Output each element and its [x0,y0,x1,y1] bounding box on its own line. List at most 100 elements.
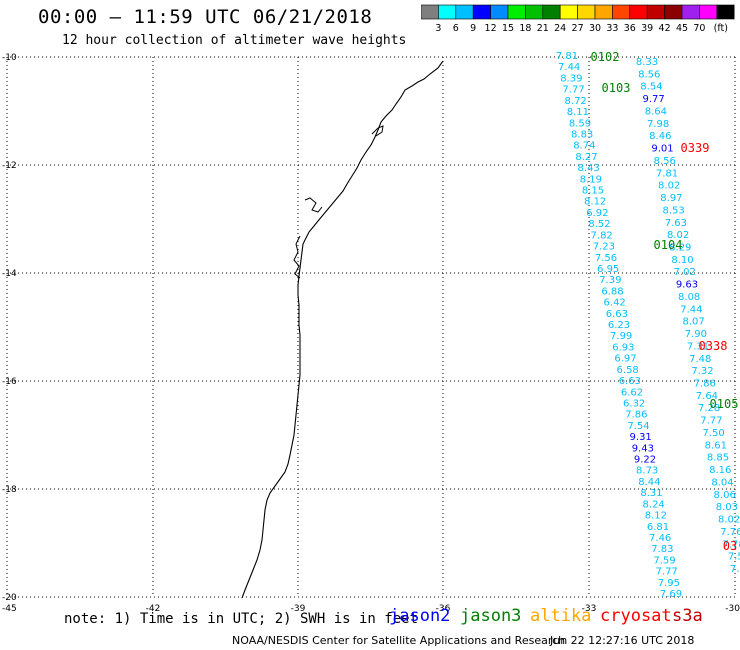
pass-label: 0104 [654,238,683,252]
wave-height-value: 6.63 [619,376,641,387]
lat-label: -20 [2,593,17,603]
wave-height-value: 7.78 [722,539,740,550]
wave-height-value: 7.95 [658,578,680,589]
scale-label: 27 [572,23,584,34]
wave-height-value: 7.54 [627,421,649,432]
credit-text: NOAA/NESDIS Center for Satellite Applica… [232,634,566,647]
wave-height-value: 6.32 [623,398,645,409]
wave-height-value: 7.28 [698,403,720,414]
wave-height-value: 7.50 [702,428,724,439]
wave-height-value: 7.90 [685,329,707,340]
scale-label: (ft) [714,23,728,34]
scale-label: 15 [502,23,514,34]
wave-height-value: 7.44 [558,62,580,73]
wave-height-value: 6.58 [617,365,639,376]
coastline-detail [293,125,384,279]
scale-label: 42 [659,23,671,34]
satellite-s3a: s3a [672,606,703,626]
pass-label: 0102 [591,50,620,64]
wave-height-value: 8.19 [580,174,602,185]
wave-height-value: 8.59 [569,118,591,129]
wave-height-value: 7.63 [665,218,687,229]
scale-label: 9 [470,23,476,34]
wave-height-value: 8.44 [638,477,660,488]
altimeter-tracks: 7.817.448.397.778.728.118.598.838.748.27… [556,50,740,600]
wave-height-value: 8.39 [560,73,582,84]
lat-label: -18 [2,485,17,495]
wave-height-value: 8.46 [649,131,671,142]
wave-height-value: 6.42 [604,298,626,309]
lon-label: -45 [2,604,17,614]
wave-height-value: 7.02 [674,267,696,278]
pass-label: 0338 [699,339,728,353]
satellite-jason2: jason2 [389,606,451,626]
wave-height-value: 8.10 [671,255,693,266]
wave-height-value: 7.81 [656,168,678,179]
map-title: 00:00 – 11:59 UTC 06/21/2018 [38,6,373,28]
wave-height-value: 7.98 [647,119,669,130]
pass-label: 03 [723,539,737,553]
wave-height-value: 7.59 [653,555,675,566]
wave-height-value: 8.02 [658,181,680,192]
wave-height-value: 8.16 [709,465,731,476]
wave-height-value: 7.23 [593,242,615,253]
lat-label: -10 [2,53,17,63]
satellite-jason3: jason3 [460,606,522,626]
lat-label: -12 [2,161,17,171]
wave-height-value: 6.88 [601,286,623,297]
wave-height-value: 8.12 [645,511,667,522]
wave-height-value: 8.53 [663,205,685,216]
wave-height-value: 6.93 [612,342,634,353]
lat-label: -16 [2,377,17,387]
scale-label: 39 [641,23,653,34]
wave-height-value: 9.77 [643,94,665,105]
wave-height-value: 8.61 [705,440,727,451]
pass-label: 0339 [681,141,710,155]
lon-label: -39 [291,604,306,614]
wave-height-value: 8.54 [640,82,662,93]
scale-label: 33 [606,23,618,34]
wave-height-value: 8.24 [643,499,665,510]
satellite-cryosat: cryosat [600,606,672,626]
wave-height-value: 8.33 [636,57,658,68]
scale-label: 21 [537,23,549,34]
scale-label: 45 [676,23,688,34]
wave-height-value: 8.07 [682,317,704,328]
coastline [241,60,444,599]
lat-label: -14 [2,269,17,279]
wave-height-value: 8.74 [573,141,595,152]
wave-height-value: 7.46 [649,533,671,544]
wave-height-value: 8.72 [565,96,587,107]
wave-height-value: 8.73 [636,466,658,477]
wave-height-value: 6.63 [606,309,628,320]
wave-height-value: 7.3 [730,564,740,575]
wave-height-value: 8.27 [575,152,597,163]
scale-label: 18 [519,23,531,34]
satellite-altika: altika [530,606,592,626]
wave-height-value: 6.92 [586,208,608,219]
wave-height-value: 7.64 [696,391,718,402]
wave-height-value: 8.56 [638,69,660,80]
footer-note: note: 1) Time is in UTC; 2) SWH is in fe… [64,611,419,627]
wave-height-value: 8.08 [678,292,700,303]
scale-label: 30 [589,23,601,34]
lon-label: -33 [582,604,597,614]
wave-height-value: 7.48 [689,354,711,365]
color-scale-legend: 3 6 9 12 15 18 21 24 27 30 33 36 39 42 45 70 (ft) [421,4,735,34]
wave-height-value: 7.82 [591,230,613,241]
wave-height-value: 9.31 [630,432,652,443]
timestamp-text: Jun 22 12:27:16 UTC 2018 [550,634,695,647]
wave-height-value: 8.31 [640,488,662,499]
wave-height-value: 7.77 [656,567,678,578]
wave-height-value: 7.32 [691,366,713,377]
lon-label: -42 [146,604,161,614]
pass-label: 0105 [710,397,739,411]
scale-label: 3 [435,23,441,34]
wave-height-value: 8.64 [645,106,667,117]
scale-swatch [716,4,735,20]
wave-height-value: 7.77 [562,85,584,96]
wave-height-value: 7.99 [610,331,632,342]
wave-height-value: 6.81 [647,522,669,533]
wave-height-value: 8.11 [567,107,589,118]
wave-height-value: 9.43 [632,443,654,454]
